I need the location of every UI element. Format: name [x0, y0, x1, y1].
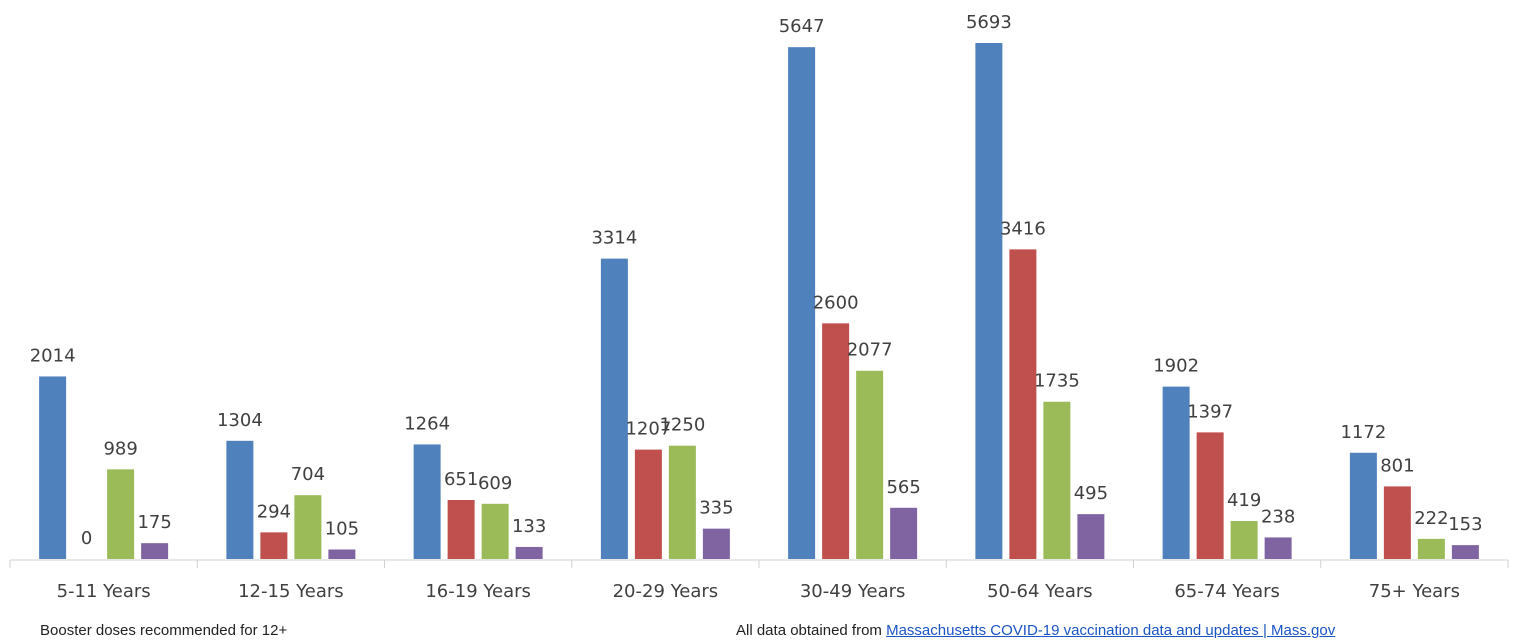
bar — [634, 449, 662, 559]
data-label: 2077 — [847, 340, 893, 361]
data-label: 175 — [137, 512, 171, 533]
data-label: 419 — [1227, 490, 1261, 511]
source-note: All data obtained from Massachusetts COV… — [736, 622, 1335, 639]
bar — [107, 469, 135, 559]
data-label: 3416 — [1000, 218, 1046, 239]
bar — [1009, 249, 1037, 559]
data-label: 2014 — [30, 345, 76, 366]
bar — [702, 528, 730, 559]
source-link[interactable]: Massachusetts COVID-19 vaccination data … — [886, 622, 1336, 639]
bar — [788, 47, 816, 559]
bar — [822, 323, 850, 559]
source-prefix: All data obtained from — [736, 622, 887, 639]
bar — [856, 370, 884, 559]
bar — [1264, 537, 1292, 559]
bar — [668, 445, 696, 559]
x-tick-label: 50-64 Years — [987, 581, 1093, 602]
bar — [1043, 401, 1071, 559]
data-label: 495 — [1074, 483, 1108, 504]
data-label: 651 — [444, 469, 478, 490]
data-label: 1397 — [1187, 401, 1233, 422]
data-label: 238 — [1261, 506, 1295, 527]
data-label: 1207 — [625, 419, 671, 440]
data-label: 609 — [478, 473, 512, 494]
data-label: 989 — [103, 438, 137, 459]
data-label: 153 — [1448, 514, 1482, 535]
bar — [1077, 514, 1105, 559]
bar — [226, 440, 254, 559]
data-label: 105 — [325, 518, 359, 539]
data-label: 704 — [291, 464, 325, 485]
data-label: 1735 — [1034, 371, 1080, 392]
x-tick-label: 12-15 Years — [238, 581, 344, 602]
bar — [328, 549, 356, 559]
bar — [1349, 452, 1377, 559]
bar — [1451, 545, 1479, 559]
bar — [890, 507, 918, 559]
bar — [141, 543, 169, 559]
data-label: 222 — [1414, 508, 1448, 529]
data-label: 5647 — [779, 16, 825, 37]
bar — [294, 495, 322, 559]
bar — [39, 376, 67, 559]
data-label: 801 — [1380, 455, 1414, 476]
bar — [600, 258, 628, 559]
data-label: 1172 — [1340, 422, 1386, 443]
x-tick-label: 5-11 Years — [57, 581, 151, 602]
data-label: 133 — [512, 516, 546, 537]
bar — [447, 499, 475, 559]
data-label: 3314 — [591, 228, 637, 249]
bar — [975, 43, 1003, 559]
data-label: 1902 — [1153, 356, 1199, 377]
x-tick-label: 30-49 Years — [800, 581, 906, 602]
x-tick-label: 65-74 Years — [1174, 581, 1280, 602]
data-label: 1304 — [217, 410, 263, 431]
bar — [1196, 432, 1224, 559]
bar — [1162, 386, 1190, 559]
data-label: 2600 — [813, 292, 859, 313]
data-label: 565 — [886, 477, 920, 498]
bar — [1383, 486, 1411, 559]
data-label: 1250 — [659, 415, 705, 436]
data-label: 0 — [81, 528, 92, 549]
bar — [413, 444, 441, 559]
bar — [1417, 538, 1445, 559]
bar — [260, 532, 288, 559]
data-label: 335 — [699, 498, 733, 519]
data-label: 5693 — [966, 12, 1012, 33]
x-tick-label: 20-29 Years — [613, 581, 719, 602]
x-tick-label: 16-19 Years — [425, 581, 531, 602]
bar — [481, 503, 509, 559]
data-label: 1264 — [404, 413, 450, 434]
data-label: 294 — [257, 501, 291, 522]
bar — [1230, 521, 1258, 559]
x-tick-label: 75+ Years — [1369, 581, 1460, 602]
bar — [515, 546, 543, 559]
booster-note: Booster doses recommended for 12+ — [40, 622, 288, 639]
